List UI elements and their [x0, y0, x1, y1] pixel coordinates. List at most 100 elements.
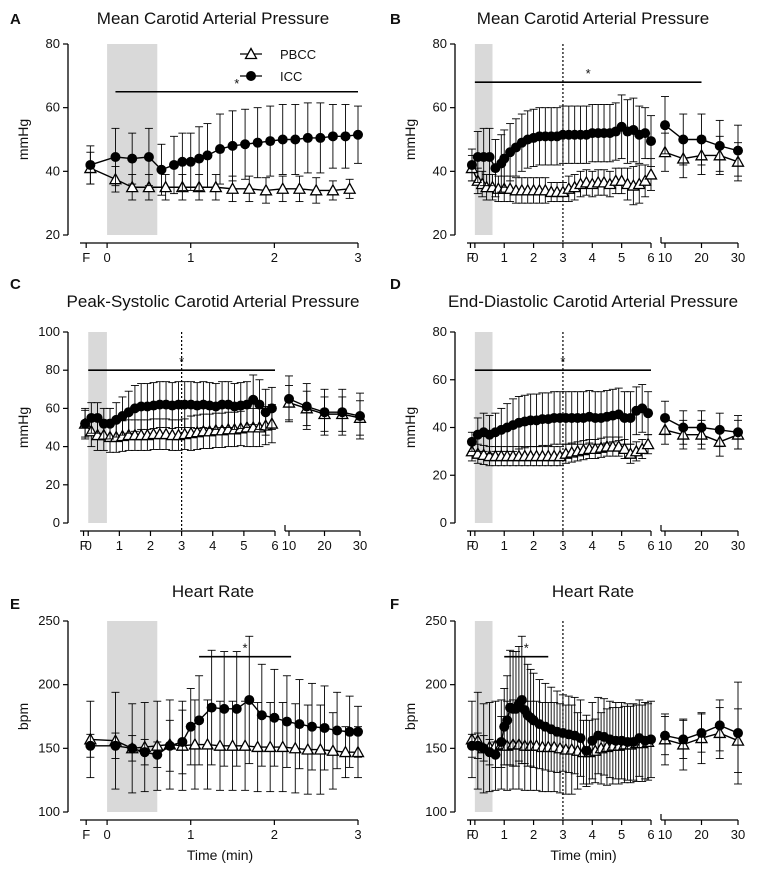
- pbcc-point: [238, 738, 252, 751]
- pbcc-point: [326, 183, 340, 196]
- x-tick-label: 6: [271, 538, 278, 553]
- x-tick-label: 20: [694, 827, 708, 842]
- chart-title: Heart Rate: [552, 582, 634, 601]
- icc-point: [110, 740, 121, 751]
- x-tick-label: 1: [501, 827, 508, 842]
- icc-point: [340, 131, 351, 142]
- y-tick-label: 100: [38, 804, 60, 819]
- icc-point: [143, 152, 154, 163]
- icc-point: [256, 710, 267, 721]
- x-tick-label: 3: [354, 250, 361, 265]
- pbcc-point: [641, 437, 655, 450]
- y-tick-label: 150: [38, 740, 60, 755]
- y-tick-label: 250: [425, 613, 447, 628]
- pbcc-point: [251, 740, 265, 753]
- icc-point: [301, 401, 312, 412]
- icc-point: [156, 164, 167, 175]
- x-tick-label: 10: [658, 250, 672, 265]
- significance-star: *: [179, 354, 184, 369]
- icc-point: [353, 129, 363, 140]
- significance-star: *: [524, 641, 529, 656]
- icc-point: [490, 749, 501, 760]
- icc-point: [231, 703, 242, 714]
- icc-point: [307, 721, 317, 732]
- chart-title: Heart Rate: [172, 582, 254, 601]
- icc-point: [327, 131, 338, 142]
- x-tick-label: 5: [618, 538, 625, 553]
- pbcc-point: [159, 180, 173, 193]
- panel-letter: D: [390, 276, 401, 293]
- x-tick-label: 2: [530, 538, 537, 553]
- icc-point: [85, 159, 96, 170]
- x-tick-label: 3: [354, 827, 361, 842]
- pbcc-point: [263, 740, 277, 753]
- x-tick-label: 0: [471, 250, 478, 265]
- x-axis-label: Time (min): [187, 847, 253, 863]
- panel-e: E Heart Rate 100 150 200 250 bpm F 0 1 2 3 Time (min…: [10, 582, 365, 863]
- panel-letter: E: [10, 596, 20, 613]
- icc-point: [466, 436, 477, 447]
- icc-point: [678, 734, 689, 745]
- pbcc-point: [259, 183, 273, 196]
- legend-label-pbcc: PBCC: [280, 47, 316, 62]
- y-tick-label: 80: [433, 36, 447, 51]
- pbcc-point: [617, 442, 632, 455]
- y-tick-label: 150: [425, 740, 447, 755]
- x-tick-label: 30: [353, 538, 367, 553]
- icc-point: [625, 412, 636, 423]
- x-tick-label: 4: [589, 538, 596, 553]
- x-tick-label: 20: [694, 250, 708, 265]
- y-axis-label: mmHg: [15, 407, 31, 448]
- icc-point: [696, 422, 707, 433]
- icc-point: [164, 740, 175, 751]
- y-axis-label: mmHg: [402, 407, 418, 448]
- y-axis-label: bpm: [15, 703, 31, 730]
- x-tick-label: 5: [618, 250, 625, 265]
- pbcc-point: [142, 180, 156, 193]
- icc-point: [315, 132, 326, 143]
- icc-point: [177, 156, 188, 167]
- y-tick-label: 80: [46, 36, 60, 51]
- y-tick-label: 250: [38, 613, 60, 628]
- icc-point: [484, 152, 495, 163]
- pbcc-point: [644, 167, 658, 180]
- chart-title: Mean Carotid Arterial Pressure: [477, 9, 709, 28]
- pbcc-point: [615, 174, 629, 186]
- panel-letter: A: [10, 11, 21, 28]
- panel-letter: B: [390, 11, 401, 28]
- legend-circle-icon: [246, 71, 256, 81]
- icc-point: [660, 412, 670, 423]
- significance-star: *: [560, 354, 565, 369]
- icc-point: [215, 144, 225, 155]
- pbcc-point: [292, 182, 307, 194]
- icc-point: [152, 749, 163, 760]
- chart-title: End-Diastolic Carotid Arterial Pressure: [448, 292, 738, 311]
- pbcc-point: [213, 738, 227, 751]
- pbcc-point: [209, 180, 223, 193]
- y-tick-label: 20: [433, 467, 447, 482]
- y-tick-label: 80: [46, 362, 60, 377]
- x-tick-label: 3: [559, 827, 566, 842]
- icc-point: [219, 703, 230, 714]
- y-tick-label: 0: [53, 515, 60, 530]
- x-tick-label: 30: [731, 538, 745, 553]
- x-tick-label: F: [82, 827, 90, 842]
- pbcc-point: [288, 741, 302, 754]
- icc-point: [139, 747, 150, 758]
- x-tick-label: 6: [647, 250, 654, 265]
- x-tick-label: 6: [647, 827, 654, 842]
- x-tick-label: 4: [209, 538, 216, 553]
- x-tick-label: 0: [103, 827, 110, 842]
- icc-point: [290, 134, 301, 145]
- icc-point: [499, 153, 510, 164]
- y-tick-label: 100: [425, 804, 447, 819]
- pbcc-point: [276, 740, 290, 753]
- x-tick-label: 3: [559, 538, 566, 553]
- icc-point: [294, 719, 305, 730]
- x-tick-label: 0: [471, 538, 478, 553]
- legend-label-icc: ICC: [280, 69, 302, 84]
- x-tick-label: 5: [618, 827, 625, 842]
- x-tick-label: 2: [271, 250, 278, 265]
- y-axis-label: mmHg: [15, 119, 31, 160]
